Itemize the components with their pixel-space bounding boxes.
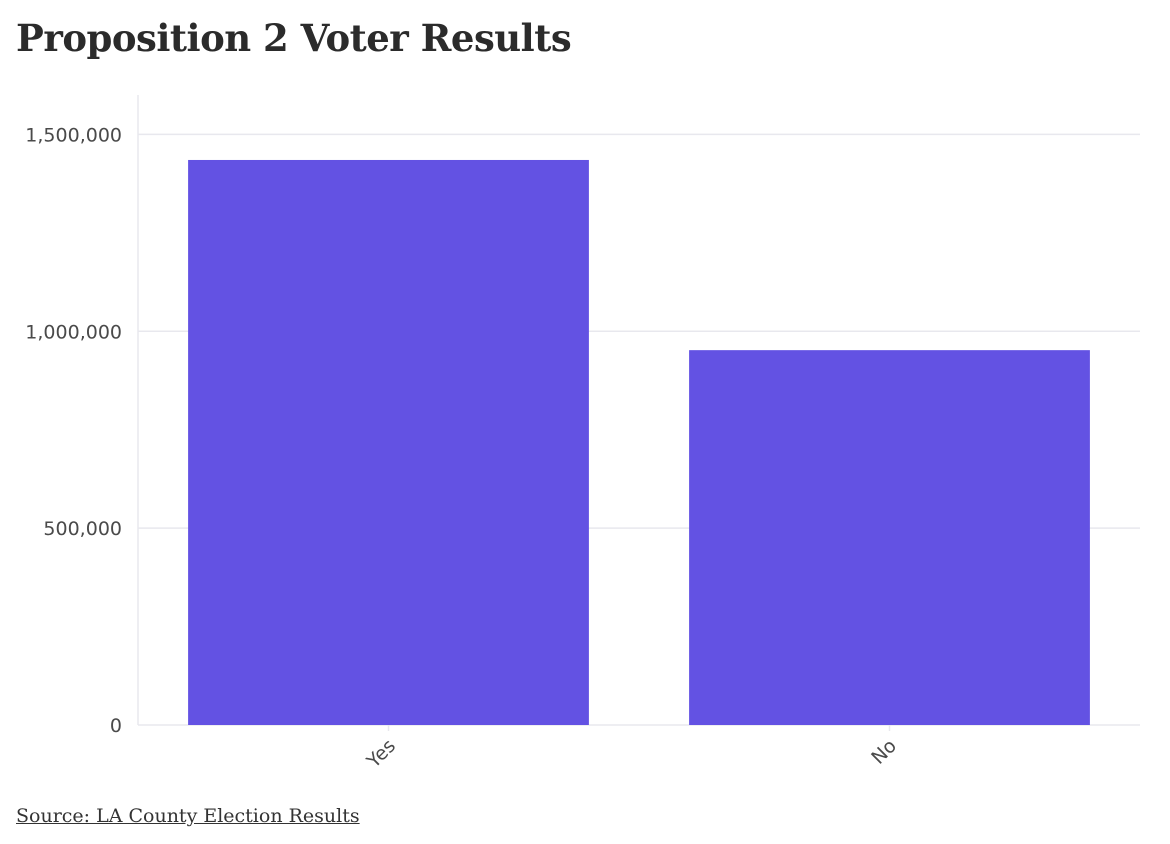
y-tick-label: 1,500,000 [25,124,122,146]
y-tick-label: 1,000,000 [25,321,122,343]
x-tick-label: No [867,735,901,769]
y-axis-ticks: 0 500,000 1,000,000 1,500,000 [25,124,122,737]
bars [188,159,1090,725]
bar-yes[interactable] [188,159,589,725]
bar-no[interactable] [689,350,1090,725]
bar-chart: 0 500,000 1,000,000 1,500,000 Yes No [25,95,1140,773]
x-tick-label: Yes [362,735,400,773]
source-link[interactable]: Source: LA County Election Results [16,805,360,827]
chart-title: Proposition 2 Voter Results [16,16,572,60]
y-tick-label: 0 [110,715,122,737]
x-axis-ticks: Yes No [362,725,901,773]
y-tick-label: 500,000 [43,518,122,540]
